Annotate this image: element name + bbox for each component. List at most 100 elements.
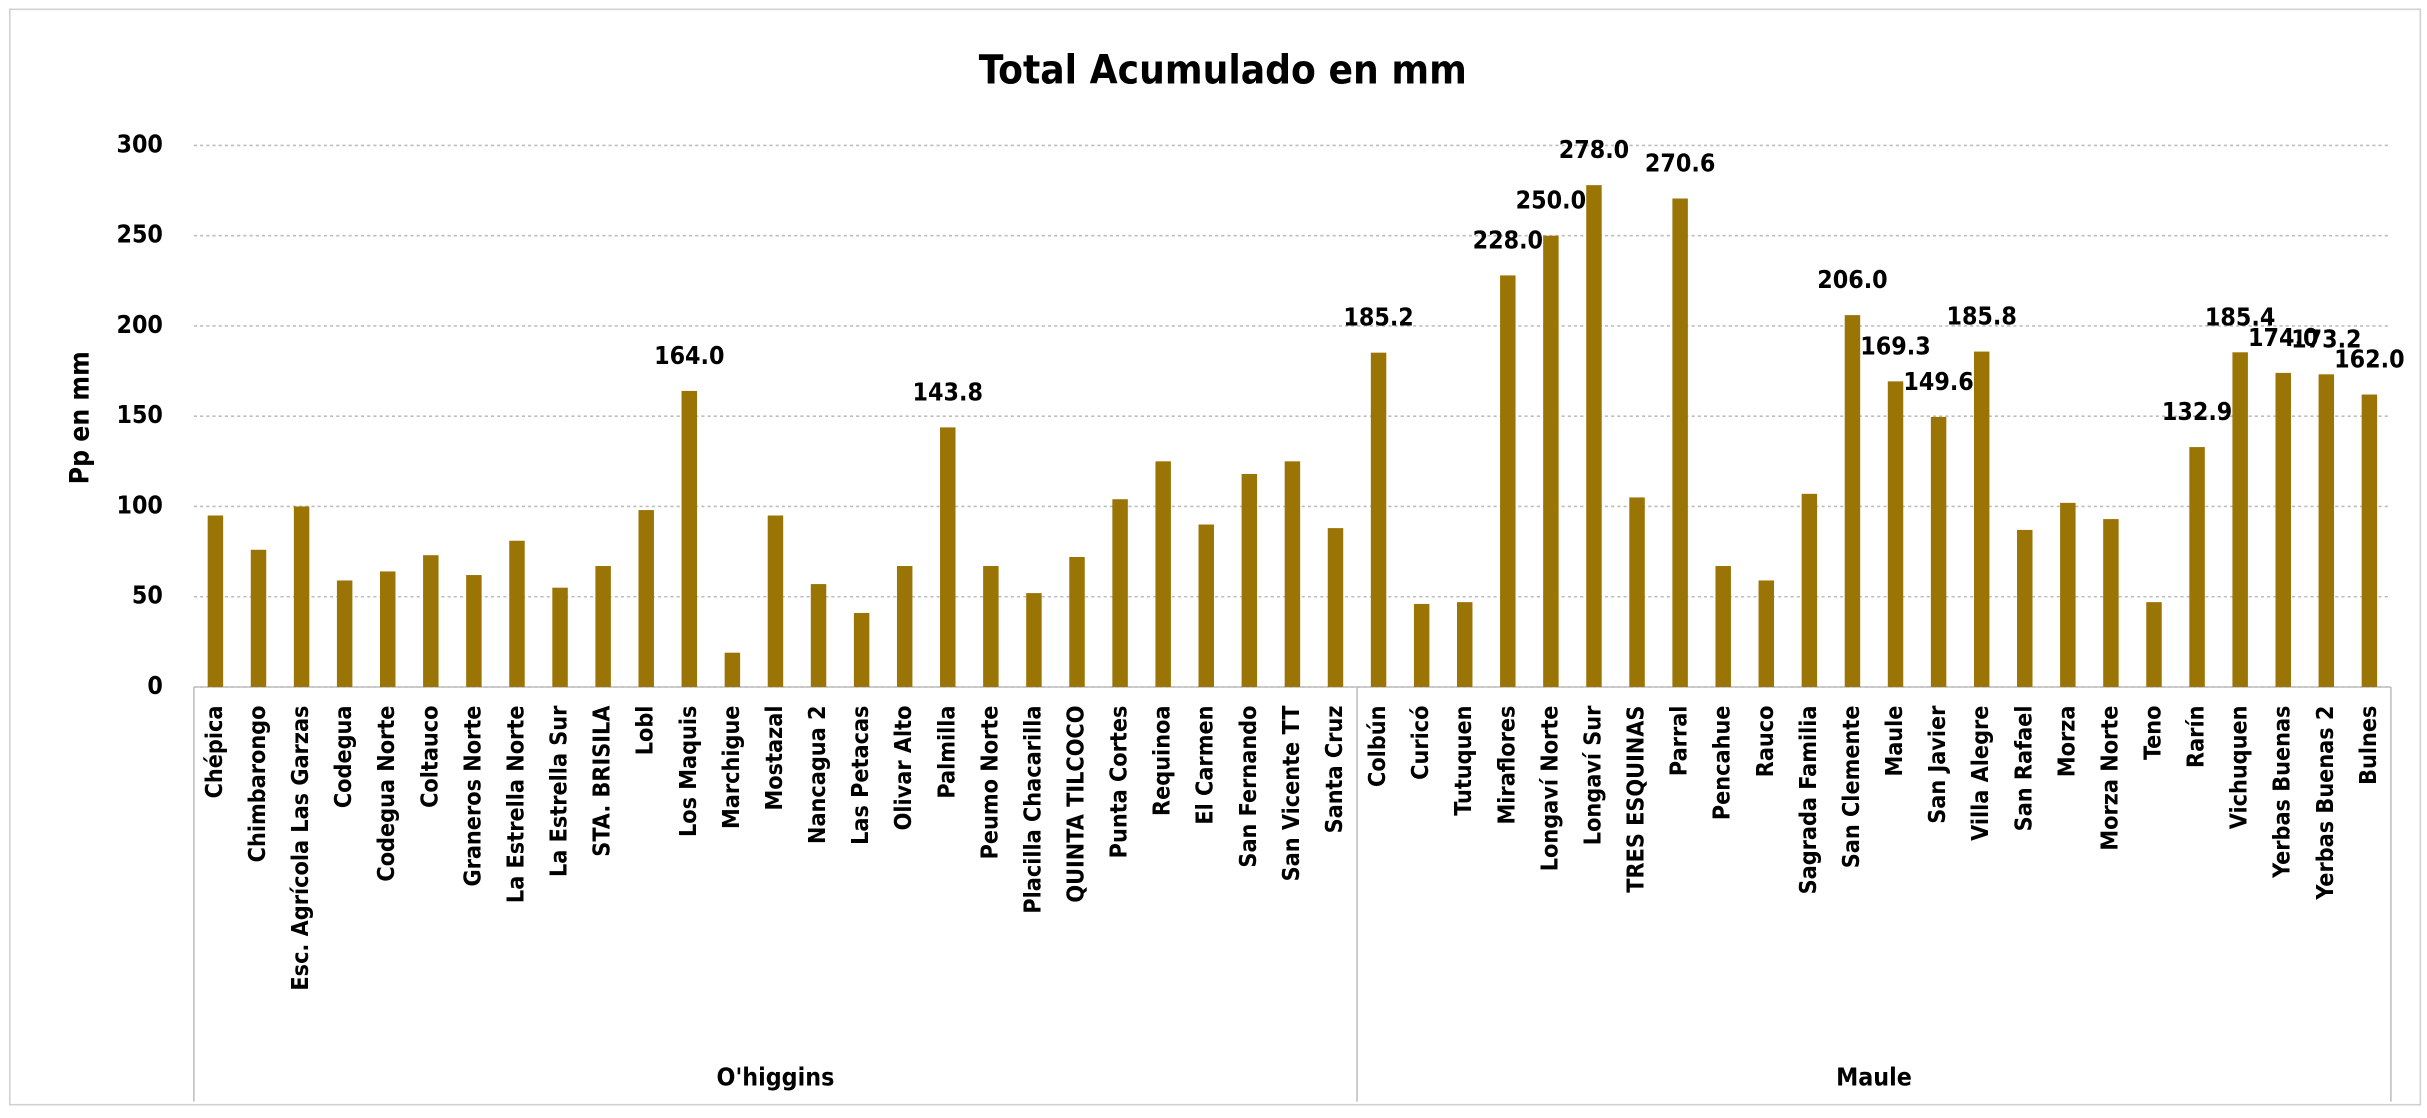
y-tick-label: 150 xyxy=(116,400,162,429)
bar xyxy=(1543,235,1559,687)
bar xyxy=(250,549,267,687)
bar xyxy=(1241,473,1258,687)
x-tick-label: Yerbas Buenas 2 xyxy=(2312,706,2339,901)
x-tick-label: Codegua xyxy=(330,706,357,809)
bar xyxy=(423,555,439,687)
data-label: 206.0 xyxy=(1817,265,1887,294)
x-tick-label: Parral xyxy=(1666,706,1693,777)
y-tick-label: 250 xyxy=(116,220,162,249)
bar xyxy=(1198,524,1214,687)
bar xyxy=(1327,528,1344,687)
x-tick-label: STA. BRISILA xyxy=(589,705,616,857)
group-label: Maule xyxy=(1836,1062,1912,1091)
x-tick-label: Rarín xyxy=(2183,706,2210,768)
x-tick-label: Curicó xyxy=(1407,706,1434,780)
bar xyxy=(336,580,353,687)
bar xyxy=(207,515,224,687)
x-tick-label: La Estrella Norte xyxy=(502,706,529,904)
bar xyxy=(1370,352,1387,687)
x-tick-label: Rauco xyxy=(1752,706,1779,778)
x-tick-label: Marchigue xyxy=(718,706,745,829)
bar xyxy=(2189,447,2205,687)
x-tick-label: Peumo Norte xyxy=(976,706,1003,860)
data-label: 185.2 xyxy=(1343,303,1413,332)
data-label: 169.3 xyxy=(1860,331,1930,360)
x-tick-label: Mostazal xyxy=(761,706,788,811)
bar xyxy=(1284,461,1301,687)
x-tick-label: Nancagua 2 xyxy=(804,706,831,844)
x-tick-label: Longaví Sur xyxy=(1579,705,1606,845)
data-label: 173.2 xyxy=(2291,324,2361,353)
bar xyxy=(1629,497,1645,687)
bar xyxy=(2318,374,2335,687)
x-tick-label: Punta Cortes xyxy=(1106,706,1133,859)
x-tick-label: Bulnes xyxy=(2355,706,2382,785)
x-tick-label: Maule xyxy=(1881,706,1908,777)
bar xyxy=(1069,557,1085,687)
bar xyxy=(983,566,999,687)
bar xyxy=(380,571,396,687)
bar xyxy=(2017,529,2033,687)
bar xyxy=(1112,499,1128,687)
data-label: 185.4 xyxy=(2205,302,2275,331)
bar xyxy=(2060,502,2076,687)
data-label: 149.6 xyxy=(1903,367,1973,396)
data-label: 228.0 xyxy=(1473,225,1543,254)
x-tick-label: Vichuquen xyxy=(2226,706,2253,830)
bar xyxy=(1155,461,1171,687)
data-label: 174.0 xyxy=(2248,323,2318,352)
x-tick-label: El Carmen xyxy=(1192,706,1219,825)
x-tick-label: Pencahue xyxy=(1709,706,1736,821)
bar xyxy=(2232,352,2248,687)
x-tick-label: Villa Alegre xyxy=(1967,706,1994,841)
data-label: 143.8 xyxy=(913,377,983,406)
y-axis-label: Pp en mm xyxy=(65,351,95,484)
bar xyxy=(1413,603,1430,687)
data-label: 132.9 xyxy=(2162,397,2232,426)
x-tick-label: Coltauco xyxy=(416,706,443,808)
x-tick-label: San Javier xyxy=(1924,705,1951,824)
x-tick-label: Chépica xyxy=(201,706,228,799)
bar xyxy=(552,587,568,687)
data-label: 185.8 xyxy=(1946,302,2016,331)
bar xyxy=(1586,185,1602,687)
chart-frame xyxy=(8,8,2422,1106)
bar xyxy=(724,652,741,687)
x-tick-label: Tutuquen xyxy=(1450,706,1477,816)
x-tick-label: Las Petacas xyxy=(847,706,874,845)
x-tick-label: San Vicente TT xyxy=(1278,705,1305,882)
y-tick-label: 200 xyxy=(116,310,162,339)
bar xyxy=(1758,580,1775,687)
bar xyxy=(1026,593,1042,687)
bar xyxy=(1930,416,1947,687)
bar xyxy=(896,566,913,687)
x-tick-label: Longaví Norte xyxy=(1536,706,1563,872)
bar xyxy=(1801,493,1818,687)
bar xyxy=(1887,381,1904,687)
x-tick-label: Esc. Agrícola Las Garzas xyxy=(287,706,314,991)
data-label: 162.0 xyxy=(2334,345,2404,374)
x-tick-label: Sagrada Familia xyxy=(1795,706,1822,895)
x-tick-label: Yerbas Buenas xyxy=(2269,706,2296,879)
x-tick-label: Santa Cruz xyxy=(1321,706,1348,834)
y-tick-label: 50 xyxy=(132,581,163,610)
data-label: 250.0 xyxy=(1516,186,1586,215)
x-tick-label: Colbún xyxy=(1364,706,1391,787)
x-tick-label: Requinoa xyxy=(1149,706,1176,816)
x-tick-label: Olivar Alto xyxy=(890,706,917,831)
bar xyxy=(293,506,310,687)
bar xyxy=(1456,602,1473,687)
bar xyxy=(940,427,956,687)
x-tick-label: Morza xyxy=(2053,706,2080,778)
bar xyxy=(681,390,698,687)
x-tick-label: Chimbarongo xyxy=(244,706,271,863)
data-label: 164.0 xyxy=(654,341,724,370)
x-tick-label: Miraflores xyxy=(1493,706,1520,825)
bar xyxy=(2103,519,2119,687)
bar xyxy=(638,510,654,687)
chart-title: Total Acumulado en mm xyxy=(979,48,1467,94)
bar xyxy=(853,612,870,687)
bar xyxy=(1715,566,1731,687)
bar xyxy=(810,584,827,687)
x-tick-label: Graneros Norte xyxy=(459,706,486,887)
